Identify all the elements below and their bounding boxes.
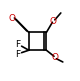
Text: F: F: [15, 40, 20, 49]
Text: O: O: [51, 53, 58, 62]
Text: F: F: [15, 50, 20, 59]
Text: O: O: [8, 14, 16, 23]
Text: O: O: [50, 17, 57, 26]
